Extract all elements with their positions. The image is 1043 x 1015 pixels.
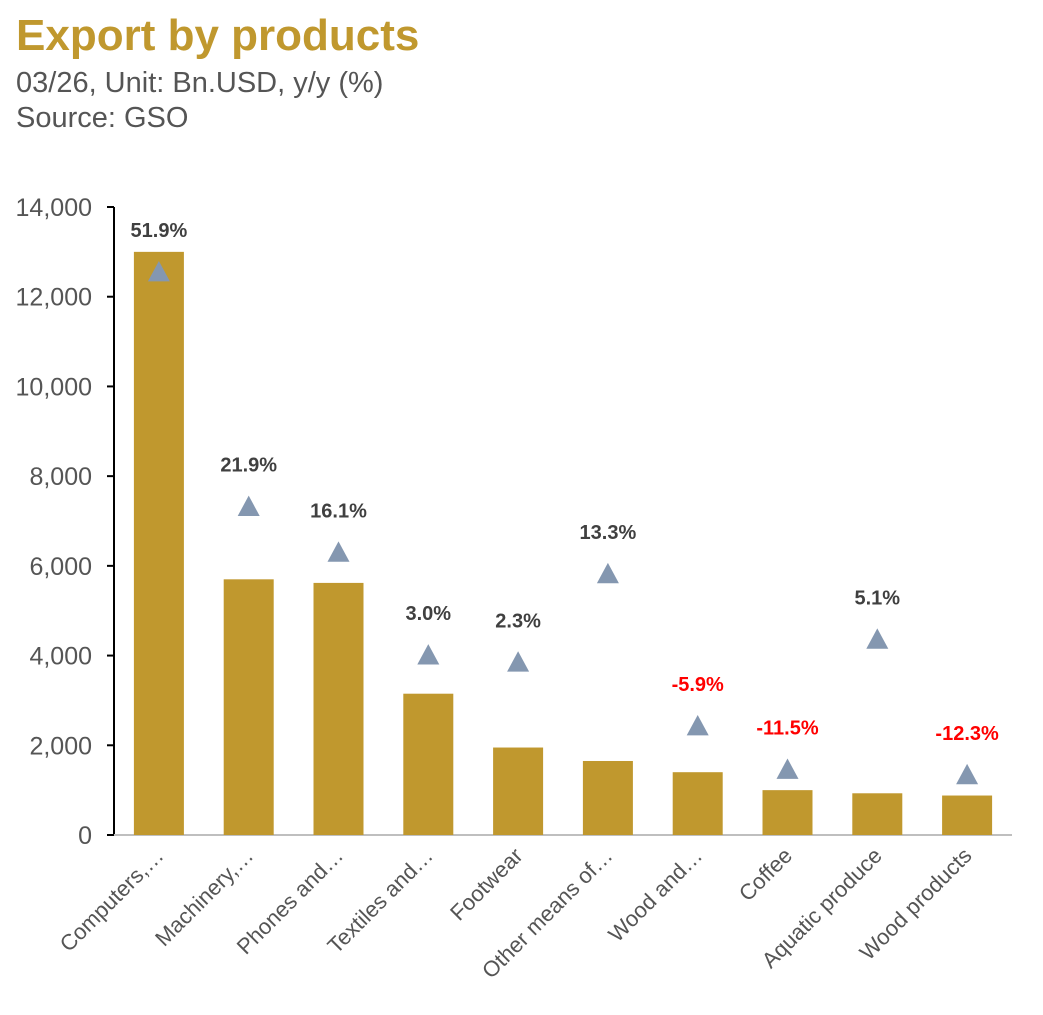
growth-marker xyxy=(237,495,260,516)
growth-marker xyxy=(596,562,619,584)
growth-label: -5.9% xyxy=(672,674,724,696)
growth-marker xyxy=(507,651,530,672)
growth-label: 13.3% xyxy=(580,522,637,544)
x-category-label: Wood and… xyxy=(603,843,707,947)
growth-marker xyxy=(866,628,889,649)
growth-label: 21.9% xyxy=(220,455,277,477)
y-tick-label: 6,000 xyxy=(29,553,92,581)
growth-marker xyxy=(417,644,440,665)
bar xyxy=(403,693,454,835)
growth-label: 5.1% xyxy=(855,587,901,609)
bar xyxy=(942,795,993,835)
growth-label: 2.3% xyxy=(495,610,541,632)
bar xyxy=(223,579,274,835)
bar xyxy=(762,790,813,835)
growth-marker xyxy=(147,261,170,282)
growth-label: 51.9% xyxy=(131,220,188,242)
chart-title: Export by products xyxy=(16,11,420,60)
bar xyxy=(852,793,903,835)
growth-label: -11.5% xyxy=(756,718,818,740)
x-category-label: Footwear xyxy=(445,843,528,926)
y-tick-label: 10,000 xyxy=(16,373,92,401)
bar xyxy=(582,760,633,835)
y-tick-label: 14,000 xyxy=(16,194,92,222)
growth-label: 16.1% xyxy=(310,500,367,522)
y-tick-label: 0 xyxy=(78,822,92,850)
chart-subtitle: 03/26, Unit: Bn.USD, y/y (%) xyxy=(16,67,384,99)
growth-marker xyxy=(686,714,709,736)
growth-label: -12.3% xyxy=(935,723,999,745)
bar xyxy=(493,747,544,835)
chart-source: Source: GSO xyxy=(16,102,189,134)
y-tick-label: 2,000 xyxy=(29,732,92,760)
growth-marker xyxy=(776,758,799,779)
x-category-label: Coffee xyxy=(734,843,797,906)
growth-marker xyxy=(956,763,979,785)
y-tick-label: 4,000 xyxy=(29,643,92,671)
x-category-label: Computers,… xyxy=(55,843,169,957)
growth-label: 3.0% xyxy=(406,603,452,625)
growth-marker xyxy=(327,541,350,562)
y-tick-label: 12,000 xyxy=(16,284,92,312)
bar xyxy=(672,772,723,835)
bar xyxy=(133,251,184,835)
bar xyxy=(313,582,364,835)
y-tick-label: 8,000 xyxy=(29,463,92,491)
